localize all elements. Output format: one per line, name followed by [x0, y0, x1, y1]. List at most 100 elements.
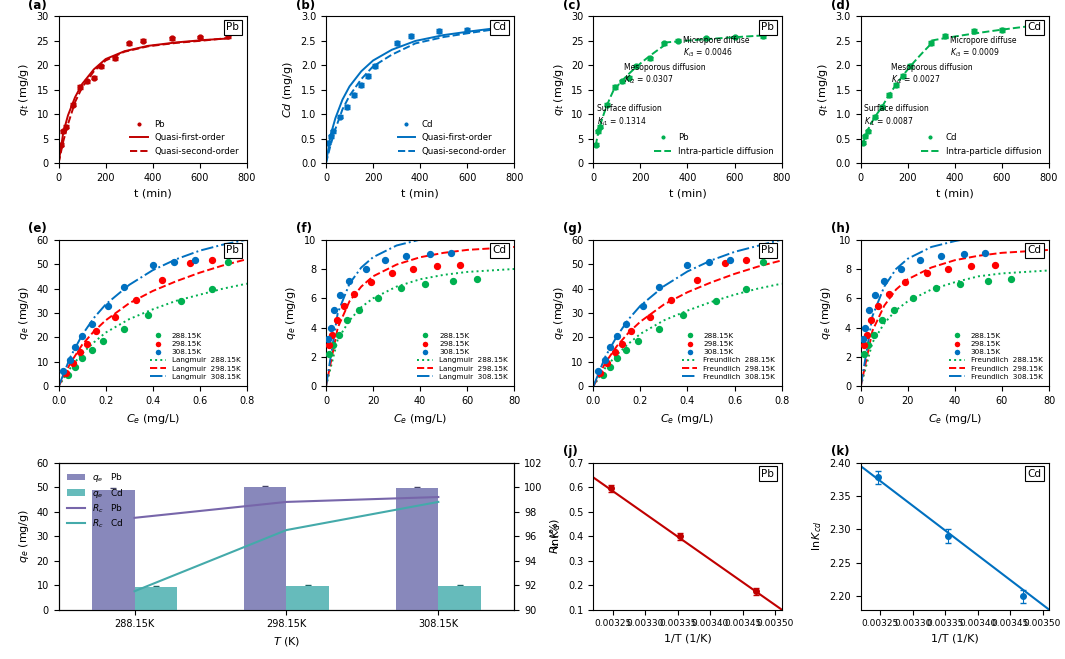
Point	[641, 312, 658, 322]
Point	[421, 249, 438, 260]
Text: (h): (h)	[831, 222, 850, 235]
Point	[986, 259, 1003, 270]
Point	[674, 310, 691, 321]
X-axis label: $T$ (K): $T$ (K)	[273, 635, 300, 648]
Y-axis label: $q_e$ (mg/g): $q_e$ (mg/g)	[17, 509, 31, 563]
Y-axis label: $q_t$ (mg/g): $q_t$ (mg/g)	[17, 64, 31, 116]
Point	[602, 342, 619, 353]
Point	[629, 336, 646, 347]
Point	[370, 293, 387, 304]
Point	[322, 322, 339, 333]
Point	[717, 258, 734, 268]
Point	[861, 305, 878, 316]
Point	[963, 261, 980, 272]
Point	[54, 365, 71, 376]
Point	[721, 255, 738, 266]
Point	[980, 275, 997, 286]
Text: Micropore diffuse
$K_{i3}$ = 0.0046: Micropore diffuse $K_{i3}$ = 0.0046	[683, 36, 750, 59]
X-axis label: 1/T (1/K): 1/T (1/K)	[663, 634, 711, 644]
Point	[700, 256, 717, 267]
Point	[397, 250, 414, 261]
Point	[71, 347, 88, 357]
Point	[452, 259, 469, 270]
Point	[442, 248, 459, 258]
Point	[592, 368, 609, 378]
Point	[873, 315, 890, 326]
Legend: 288.15K, 298.15K, 308.15K, Langmuir  288.15K, Langmuir  298.15K, Langmuir  308.1: 288.15K, 298.15K, 308.15K, Langmuir 288.…	[414, 330, 510, 383]
Text: Mesoporous diffusion
$K_{i2}$ = 0.0307: Mesoporous diffusion $K_{i2}$ = 0.0307	[624, 63, 706, 86]
Point	[83, 319, 100, 330]
Point	[428, 261, 445, 272]
Point	[875, 275, 892, 286]
Point	[662, 295, 679, 305]
Point	[608, 331, 625, 341]
Point	[416, 278, 433, 289]
Point	[865, 330, 882, 340]
Point	[608, 353, 625, 364]
Point	[106, 312, 124, 322]
Text: (j): (j)	[563, 445, 578, 459]
Point	[95, 336, 112, 347]
Point	[679, 260, 697, 271]
X-axis label: $C_e$ (mg/L): $C_e$ (mg/L)	[928, 412, 982, 426]
Text: (d): (d)	[831, 0, 850, 12]
Point	[651, 282, 668, 293]
Point	[376, 255, 393, 266]
Point	[594, 370, 611, 381]
Y-axis label: $q_e$ (mg/g): $q_e$ (mg/g)	[552, 286, 566, 340]
Point	[635, 301, 652, 311]
Point	[932, 250, 949, 261]
Point	[596, 355, 613, 365]
Point	[859, 340, 876, 351]
Point	[738, 255, 755, 266]
Point	[330, 330, 347, 340]
Point	[599, 358, 616, 368]
Bar	[396, 488, 439, 610]
Point	[186, 255, 203, 266]
Y-axis label: $R_c$ (%): $R_c$ (%)	[548, 518, 561, 554]
X-axis label: t (min): t (min)	[669, 188, 706, 198]
Text: Surface diffusion
$K_{i1}$ = 0.0087: Surface diffusion $K_{i1}$ = 0.0087	[865, 104, 929, 128]
Legend: Pb, Quasi-first-order, Quasi-second-order: Pb, Quasi-first-order, Quasi-second-orde…	[127, 117, 243, 159]
Point	[173, 295, 190, 306]
Point	[606, 347, 623, 357]
Point	[469, 274, 486, 285]
Point	[62, 355, 79, 365]
Point	[219, 256, 236, 267]
Point	[918, 268, 935, 279]
Point	[892, 264, 910, 274]
Legend: 288.15K, 298.15K, 308.15K, Langmuir  288.15K, Langmuir  298.15K, Langmuir  308.1: 288.15K, 298.15K, 308.15K, Langmuir 288.…	[147, 330, 243, 383]
X-axis label: $C_e$ (mg/L): $C_e$ (mg/L)	[393, 412, 447, 426]
Y-axis label: $Cd$ (mg/g): $Cd$ (mg/g)	[281, 61, 295, 119]
Point	[977, 248, 994, 258]
Point	[328, 315, 345, 326]
Point	[870, 301, 887, 311]
Legend: Cd, Intra-particle diffusion: Cd, Intra-particle diffusion	[918, 130, 1045, 159]
Point	[321, 349, 338, 359]
Point	[881, 289, 898, 299]
Point	[83, 345, 100, 355]
Point	[754, 256, 771, 267]
Point	[165, 256, 182, 267]
Point	[326, 305, 343, 316]
Point	[144, 260, 161, 271]
Point	[651, 324, 668, 334]
Text: Cd: Cd	[1028, 22, 1042, 32]
Point	[688, 275, 705, 285]
Y-axis label: $q_e$ (mg/g): $q_e$ (mg/g)	[17, 286, 31, 340]
Y-axis label: $\ln K_d$: $\ln K_d$	[548, 523, 562, 549]
Text: Pb: Pb	[227, 246, 240, 256]
Point	[346, 289, 363, 299]
Text: Mesoporous diffusion
$K_{i2}$ = 0.0027: Mesoporous diffusion $K_{i2}$ = 0.0027	[891, 63, 973, 86]
Legend: $q_e$   Pb, $q_e$   Cd, $R_c$   Pb, $R_c$   Cd: $q_e$ Pb, $q_e$ Cd, $R_c$ Pb, $R_c$ Cd	[63, 467, 128, 534]
Point	[738, 283, 755, 294]
X-axis label: 1/T (1/K): 1/T (1/K)	[931, 634, 979, 644]
Bar	[286, 586, 329, 610]
X-axis label: t (min): t (min)	[402, 188, 439, 198]
Text: Pb: Pb	[227, 22, 240, 32]
Point	[405, 264, 422, 274]
Point	[951, 278, 968, 289]
Point	[58, 368, 75, 378]
Point	[885, 305, 902, 316]
Bar	[134, 587, 177, 610]
